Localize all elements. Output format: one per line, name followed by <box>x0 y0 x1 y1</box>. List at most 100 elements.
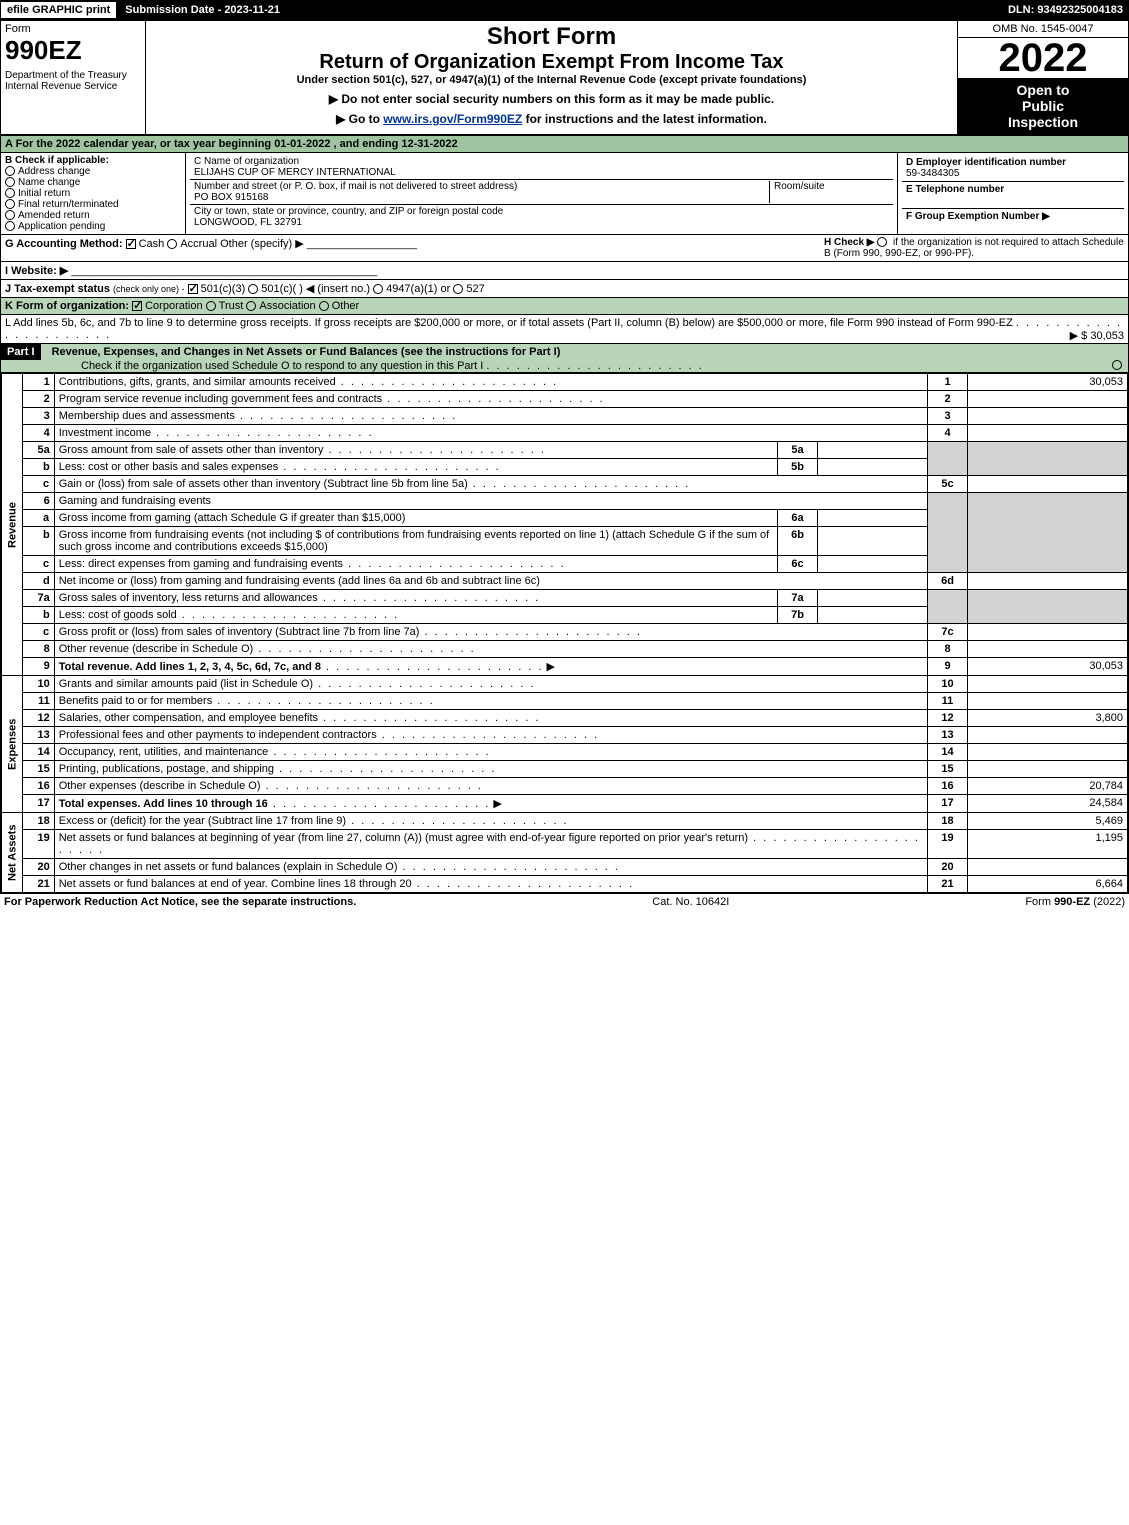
accrual-label: Accrual <box>180 238 217 250</box>
l-row: L Add lines 5b, 6c, and 7b to line 9 to … <box>1 315 1128 344</box>
line-7c-desc: Gross profit or (loss) from sales of inv… <box>59 626 420 638</box>
line-8-val <box>968 641 1128 658</box>
g-h-row: G Accounting Method: Cash Accrual Other … <box>1 235 1128 262</box>
submission-date: Submission Date - 2023-11-21 <box>117 2 288 18</box>
k-corp: Corporation <box>145 300 202 312</box>
entity-row: B Check if applicable: Address change Na… <box>1 153 1128 235</box>
assoc-checkbox[interactable] <box>246 301 256 311</box>
line-19-val: 1,195 <box>968 830 1128 859</box>
l-amount: ▶ $ 30,053 <box>1070 329 1124 342</box>
line-3-desc: Membership dues and assessments <box>59 410 235 422</box>
goto-line: ▶ Go to www.irs.gov/Form990EZ for instru… <box>154 112 949 126</box>
line-12-val: 3,800 <box>968 710 1128 727</box>
part1-badge: Part I <box>1 344 41 360</box>
trust-checkbox[interactable] <box>206 301 216 311</box>
line-3-val <box>968 408 1128 425</box>
top-bar: efile GRAPHIC print Submission Date - 20… <box>0 0 1129 20</box>
i-label: I Website: ▶ <box>5 265 68 277</box>
line-4-desc: Investment income <box>59 427 151 439</box>
goto-suffix: for instructions and the latest informat… <box>526 112 767 126</box>
corp-checkbox[interactable] <box>132 301 142 311</box>
amended-return[interactable]: Amended return <box>5 210 181 221</box>
line-1-desc: Contributions, gifts, grants, and simila… <box>59 376 336 388</box>
section-b: B Check if applicable: Address change Na… <box>1 153 186 234</box>
name-change[interactable]: Name change <box>5 177 181 188</box>
line-6b-desc: Gross income from fundraising events (no… <box>59 529 769 553</box>
line-11-desc: Benefits paid to or for members <box>59 695 212 707</box>
form-label: Form <box>5 23 141 35</box>
part1-checkbox[interactable] <box>1112 360 1122 370</box>
line-5b-desc: Less: cost or other basis and sales expe… <box>59 461 279 473</box>
city-label: City or town, state or province, country… <box>194 206 889 217</box>
line-14-desc: Occupancy, rent, utilities, and maintena… <box>59 746 269 758</box>
section-e: E Telephone number <box>902 182 1124 209</box>
j-sub: (check only one) - <box>113 284 185 294</box>
line-11-val <box>968 693 1128 710</box>
initial-return[interactable]: Initial return <box>5 188 181 199</box>
form-title-block: Short Form Return of Organization Exempt… <box>146 21 958 134</box>
city-block: City or town, state or province, country… <box>190 205 893 229</box>
line-7b-desc: Less: cost of goods sold <box>59 609 177 621</box>
line-20-val <box>968 859 1128 876</box>
section-d: D Employer identification number 59-3484… <box>902 155 1124 182</box>
line-21-desc: Net assets or fund balances at end of ye… <box>59 878 412 890</box>
501c-checkbox[interactable] <box>248 284 258 294</box>
right-info-col: D Employer identification number 59-3484… <box>898 153 1128 234</box>
cash-label: Cash <box>139 238 165 250</box>
cash-checkbox[interactable] <box>126 239 136 249</box>
other-checkbox[interactable] <box>319 301 329 311</box>
final-return[interactable]: Final return/terminated <box>5 199 181 210</box>
527-checkbox[interactable] <box>453 284 463 294</box>
street-value: PO BOX 915168 <box>194 192 769 203</box>
line-6d-desc: Net income or (loss) from gaming and fun… <box>59 575 540 587</box>
line-12-desc: Salaries, other compensation, and employ… <box>59 712 318 724</box>
line-21-val: 6,664 <box>968 876 1128 893</box>
section-h: H Check ▶ if the organization is not req… <box>824 237 1124 259</box>
i-row: I Website: ▶ ___________________________… <box>1 262 1128 280</box>
line-6c-desc: Less: direct expenses from gaming and fu… <box>59 558 343 570</box>
h-checkbox[interactable] <box>877 237 887 247</box>
4947-checkbox[interactable] <box>373 284 383 294</box>
line-9-desc: Total revenue. Add lines 1, 2, 3, 4, 5c,… <box>59 661 321 673</box>
footer-left: For Paperwork Reduction Act Notice, see … <box>4 896 356 908</box>
section-c: C Name of organization ELIJAHS CUP OF ME… <box>186 153 898 234</box>
goto-prefix: ▶ Go to <box>336 112 383 126</box>
inspect-3: Inspection <box>960 114 1126 130</box>
k-row: K Form of organization: Corporation Trus… <box>1 298 1128 315</box>
b-label: B Check if applicable: <box>5 155 181 166</box>
app-pending[interactable]: Application pending <box>5 221 181 232</box>
j-label: J Tax-exempt status <box>5 283 110 295</box>
line-7a-desc: Gross sales of inventory, less returns a… <box>59 592 318 604</box>
k-assoc: Association <box>259 300 315 312</box>
street-label: Number and street (or P. O. box, if mail… <box>194 181 769 192</box>
org-name-block: C Name of organization ELIJAHS CUP OF ME… <box>190 155 893 180</box>
j-o4: 527 <box>466 283 484 295</box>
footer-cat: Cat. No. 10642I <box>652 896 729 908</box>
h-label: H Check ▶ <box>824 237 874 248</box>
accrual-checkbox[interactable] <box>167 239 177 249</box>
inspect-1: Open to <box>960 82 1126 98</box>
irs-link[interactable]: www.irs.gov/Form990EZ <box>383 112 522 126</box>
line-5c-val <box>968 476 1128 493</box>
form-id-block: Form 990EZ Department of the Treasury In… <box>1 21 146 134</box>
f-label: F Group Exemption Number ▶ <box>906 211 1050 222</box>
addr-change[interactable]: Address change <box>5 166 181 177</box>
part1-check-text: Check if the organization used Schedule … <box>81 360 483 372</box>
line-17-val: 24,584 <box>968 795 1128 813</box>
j-o2: 501(c)( ) ◀ (insert no.) <box>261 283 370 295</box>
ssn-warning: ▶ Do not enter social security numbers o… <box>154 92 949 106</box>
city-value: LONGWOOD, FL 32791 <box>194 217 889 228</box>
line-4-val <box>968 425 1128 442</box>
other-label: Other (specify) ▶ <box>220 238 304 250</box>
title-1: Short Form <box>154 23 949 51</box>
revenue-label: Revenue <box>2 374 23 676</box>
e-label: E Telephone number <box>906 184 1120 195</box>
tax-year: 2022 <box>958 38 1128 78</box>
line-14-val <box>968 744 1128 761</box>
line-10-val <box>968 676 1128 693</box>
dept-2: Internal Revenue Service <box>5 81 141 92</box>
dept-1: Department of the Treasury <box>5 70 141 81</box>
k-label: K Form of organization: <box>5 300 129 312</box>
501c3-checkbox[interactable] <box>188 284 198 294</box>
line-7c-val <box>968 624 1128 641</box>
